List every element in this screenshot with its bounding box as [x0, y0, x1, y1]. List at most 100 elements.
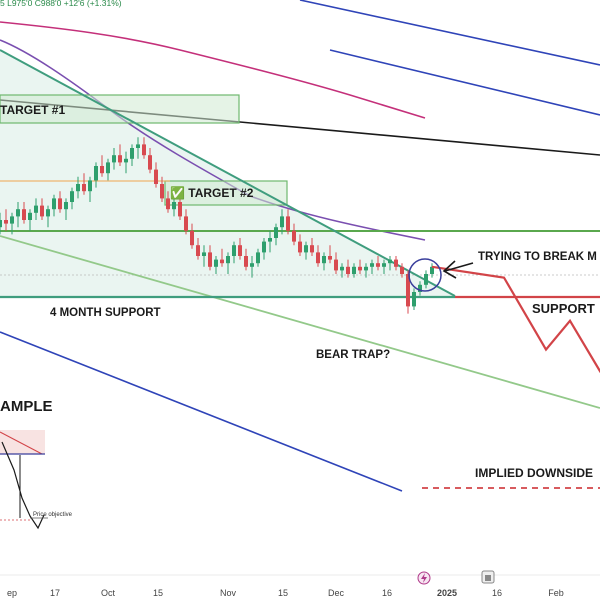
candle-body: [124, 158, 128, 163]
support-label: SUPPORT: [532, 301, 595, 316]
candle-body: [142, 144, 146, 156]
channel-line-right: [329, 49, 600, 116]
x-tick-label: 15: [153, 588, 163, 598]
ma-purple-line: [0, 39, 426, 241]
candle-body: [364, 266, 368, 271]
candle-body: [178, 202, 182, 217]
ohlc-header: 5 L975'0 C988'0 +12'6 (+1.31%): [0, 0, 122, 8]
wedge-upper-line: [0, 49, 456, 297]
x-tick-label: ep: [7, 588, 17, 598]
candles-group: [0, 137, 434, 314]
candle-body: [400, 266, 404, 274]
candle-body: [10, 216, 14, 224]
target-2-box: [164, 180, 288, 206]
candle-body: [232, 245, 236, 256]
x-tick-label: Oct: [101, 588, 116, 598]
candle-body: [304, 245, 308, 253]
x-tick-label: Feb: [548, 588, 564, 598]
candle-body: [394, 259, 398, 267]
candle-body: [154, 169, 158, 184]
candle-body: [88, 180, 92, 192]
price-objective-label: Price objective: [33, 512, 73, 518]
candle-body: [46, 209, 50, 217]
calendar-icon[interactable]: [481, 570, 495, 584]
arrow-icon: [442, 260, 474, 279]
candle-body: [292, 230, 296, 242]
candle-body: [40, 205, 44, 217]
candle-body: [382, 263, 386, 267]
candle-body: [172, 202, 176, 210]
candle-body: [406, 274, 410, 307]
candle-body: [220, 259, 224, 264]
candle-body: [34, 205, 38, 213]
candle-body: [334, 259, 338, 271]
candle-body: [340, 266, 344, 271]
candle-body: [0, 220, 2, 228]
candle-body: [256, 252, 260, 264]
candle-body: [22, 209, 26, 220]
upper-channel-line: [299, 0, 600, 66]
target-2-label: ✅ TARGET #2: [170, 186, 254, 200]
candle-body: [136, 144, 140, 148]
candle-body: [70, 191, 74, 202]
candle-body: [130, 148, 134, 159]
candle-body: [196, 245, 200, 256]
candle-body: [298, 241, 302, 253]
candle-body: [418, 284, 422, 292]
candle-body: [286, 216, 290, 231]
target-1-label: TARGET #1: [0, 103, 65, 117]
candle-body: [328, 256, 332, 260]
candle-body: [76, 184, 80, 192]
candle-body: [64, 202, 68, 210]
target-1-box: [0, 94, 240, 124]
candle-body: [28, 212, 32, 220]
lightning-icon[interactable]: [417, 571, 431, 585]
candle-body: [160, 184, 164, 199]
x-tick-label: Nov: [220, 588, 237, 598]
implied-downside-label: IMPLIED DOWNSIDE: [475, 466, 593, 480]
candle-body: [106, 162, 110, 174]
candle-body: [184, 216, 188, 231]
candle-body: [190, 230, 194, 246]
ma-magenta-line: [0, 21, 426, 119]
candle-body: [4, 220, 8, 224]
candle-body: [430, 266, 434, 274]
candle-body: [94, 166, 98, 181]
breakout-circle: [408, 258, 442, 292]
example-label: AMPLE: [0, 398, 53, 415]
candle-body: [118, 155, 122, 163]
candle-body: [238, 245, 242, 256]
candle-body: [58, 198, 62, 210]
x-tick-label: 16: [492, 588, 502, 598]
x-tick-label: Dec: [328, 588, 345, 598]
candle-body: [250, 263, 254, 267]
candle-body: [358, 266, 362, 271]
channel-lines: [0, 0, 600, 492]
bear-trap-label: BEAR TRAP?: [316, 349, 390, 361]
candle-body: [346, 266, 350, 274]
candle-body: [280, 216, 284, 228]
lower-channel-line: [0, 331, 403, 492]
candle-body: [376, 263, 380, 267]
x-tick-label: 2025: [437, 588, 457, 598]
candle-body: [412, 292, 416, 307]
candle-body: [52, 198, 56, 210]
candle-body: [370, 263, 374, 267]
candle-body: [352, 266, 356, 274]
candle-body: [388, 259, 392, 264]
x-tick-label: 15: [278, 588, 288, 598]
candle-body: [16, 209, 20, 217]
candle-body: [322, 256, 326, 264]
candle-body: [112, 155, 116, 163]
candle-body: [262, 241, 266, 253]
candle-body: [316, 252, 320, 264]
candle-body: [244, 256, 248, 267]
candle-body: [274, 227, 278, 238]
candle-body: [148, 155, 152, 170]
candle-body: [166, 198, 170, 210]
trying-to-break-label: TRYING TO BREAK M: [478, 251, 597, 263]
candle-body: [268, 238, 272, 242]
light-green-trend-line: [0, 235, 600, 409]
